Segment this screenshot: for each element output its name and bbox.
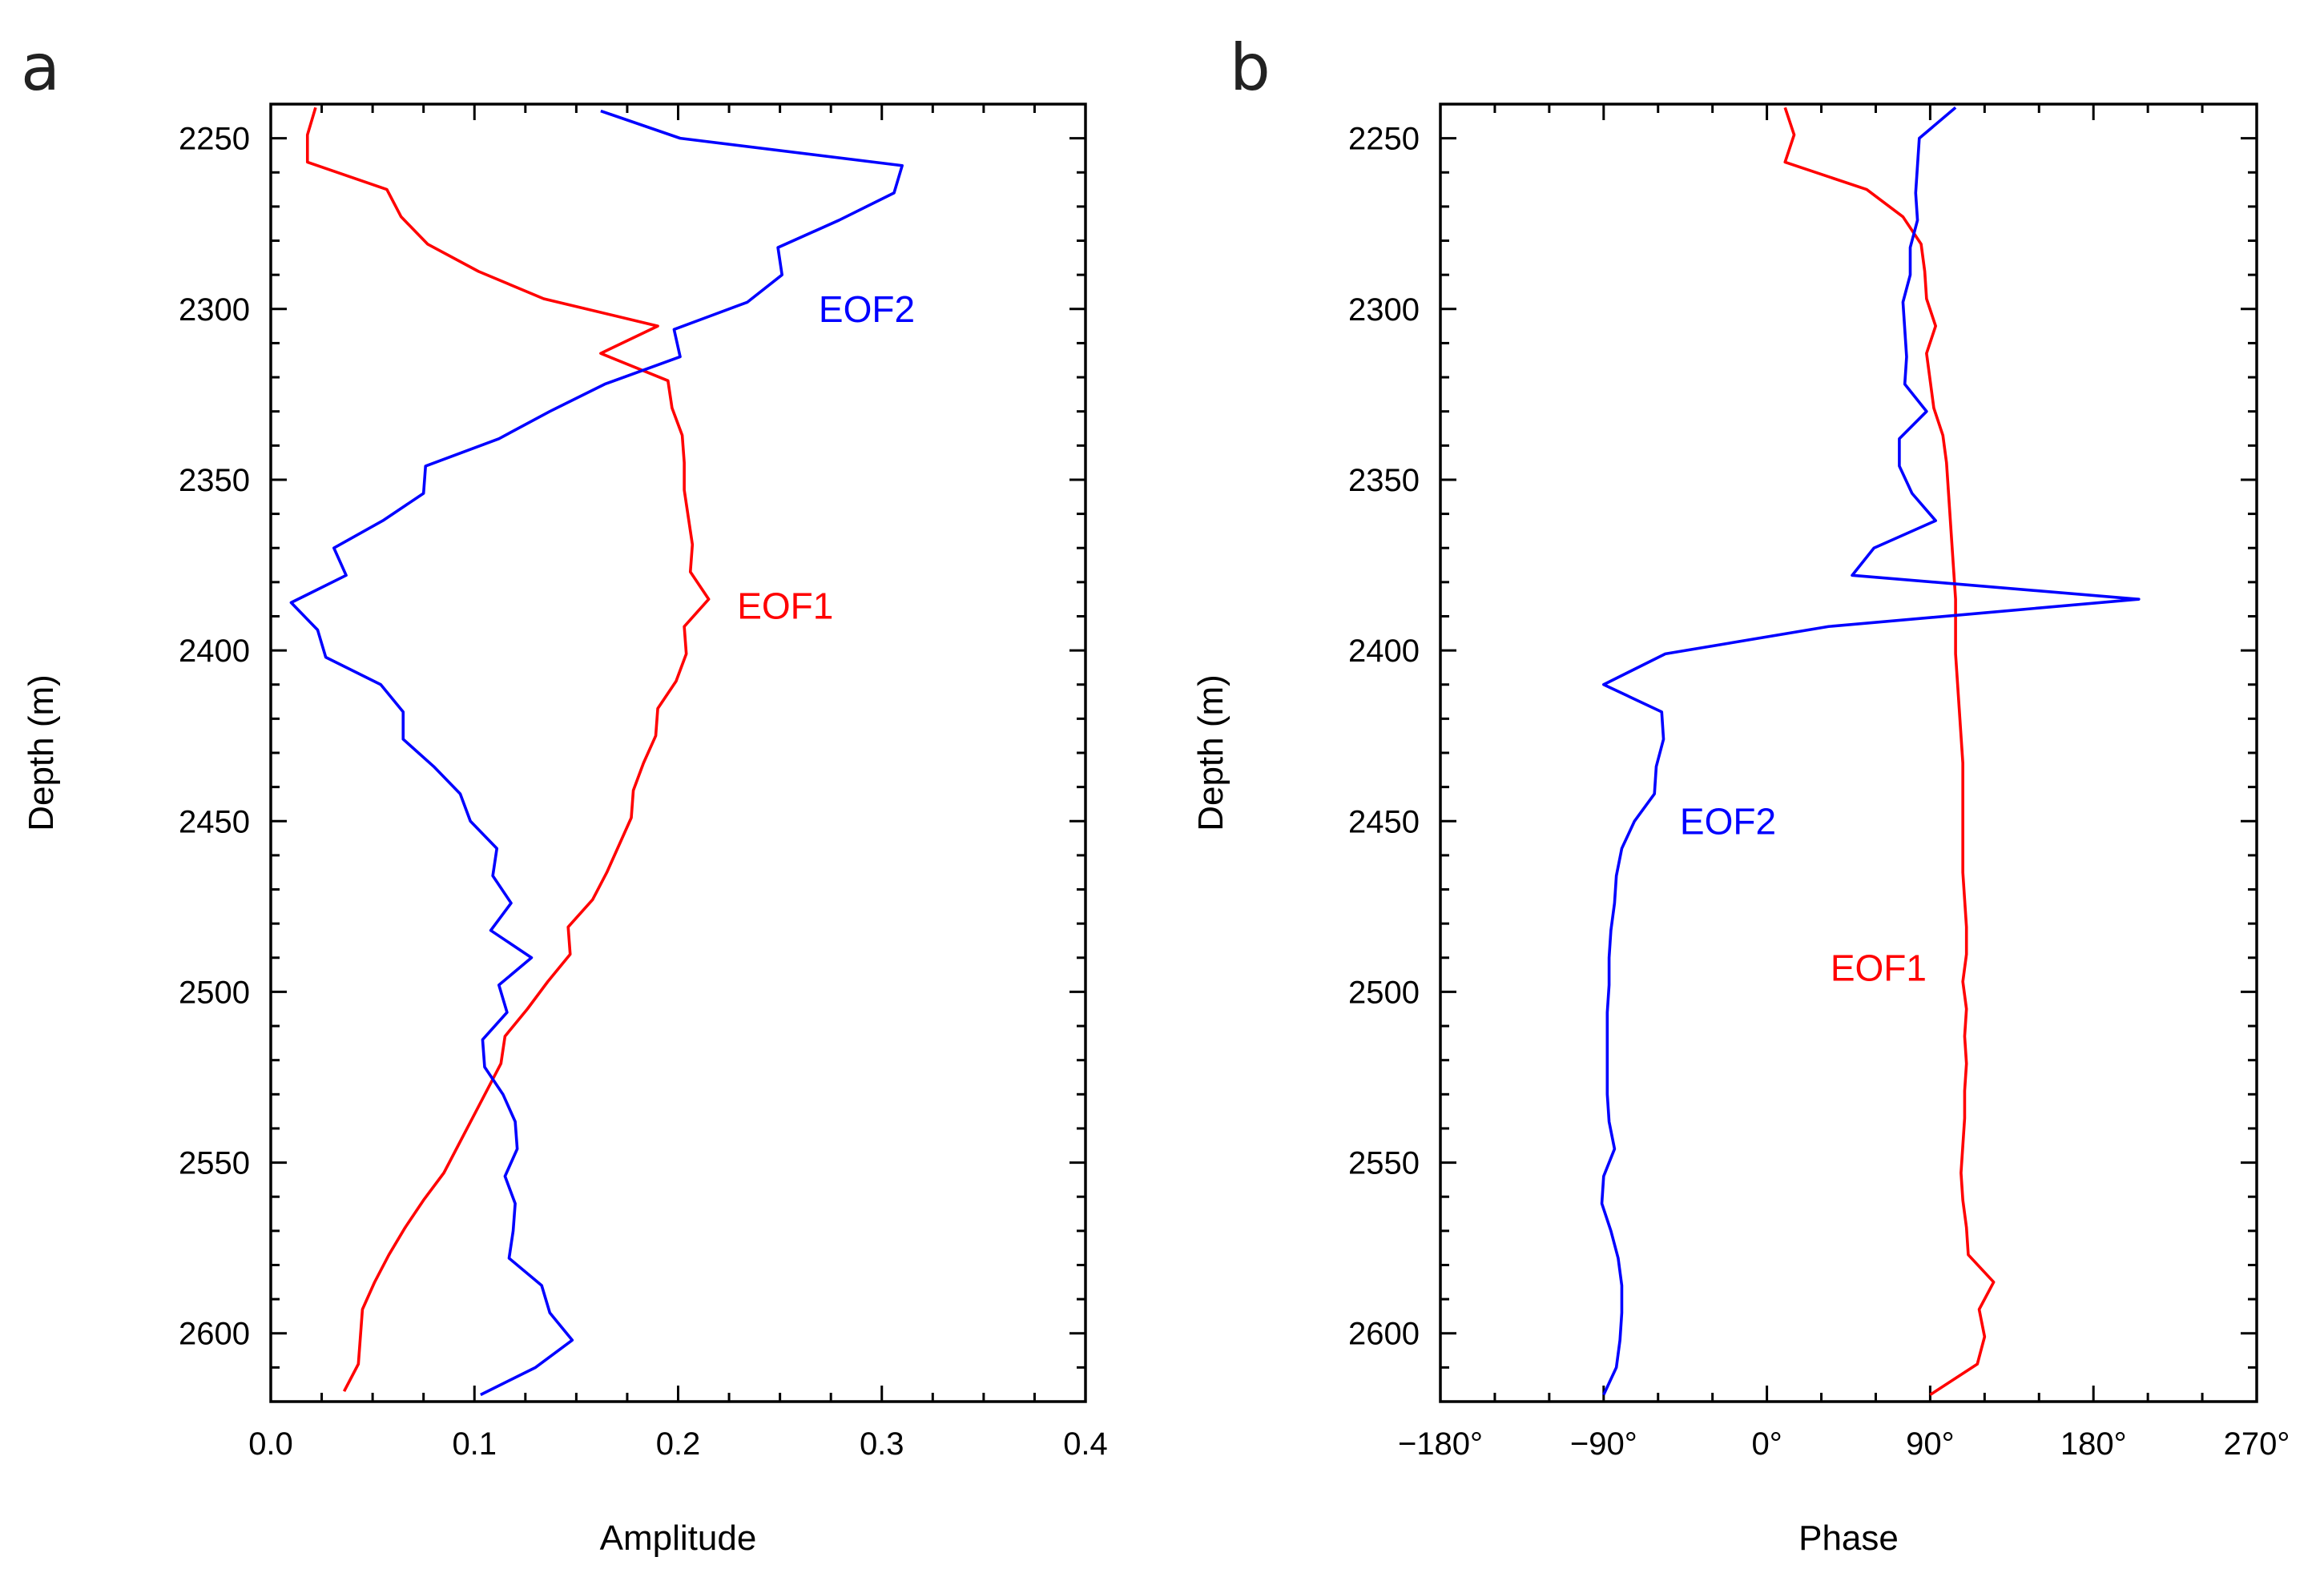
panel-a-amplitude-chart: a 0.0 0.1 0.2 0.3 0.4 2250 2300 2350 2400 2450 25… (21, 30, 1108, 1558)
panel-b-x-tick-label: 270° (2224, 1426, 2290, 1462)
panel-b-y-tick-label: 2350 (1348, 463, 1420, 498)
panel-b-x-tick-labels: −180° −90° 0° 90° 180° 270° (1398, 1426, 2290, 1462)
panel-b-series-lines (1600, 106, 2141, 1396)
panel-a-x-axis-title: Amplitude (600, 1519, 757, 1558)
panel-a-y-tick-label: 2300 (179, 292, 250, 328)
panel-b-series-eof2-label: EOF2 (1680, 800, 1776, 842)
panel-b-series-eof1-label: EOF1 (1831, 947, 1927, 989)
panel-a-series-eof1-label: EOF1 (737, 585, 833, 627)
panel-a-y-tick-labels: 2250 2300 2350 2400 2450 2500 2550 2600 (179, 122, 250, 1352)
panel-b-letter: b (1230, 30, 1271, 105)
panel-b-y-tick-label: 2450 (1348, 804, 1420, 839)
panel-b-x-tick-label: 90° (1906, 1426, 1955, 1462)
panel-b-y-tick-label: 2550 (1348, 1146, 1420, 1181)
panel-a-x-tick-label: 0.0 (248, 1426, 293, 1462)
panel-b-major-ticks (1439, 104, 2258, 1402)
panel-b-plot-frame (1439, 103, 2258, 1403)
panel-a-minor-ticks (271, 103, 1085, 1403)
panel-a-x-tick-label: 0.1 (452, 1426, 497, 1462)
panel-b-y-tick-label: 2300 (1348, 292, 1420, 328)
panel-b-phase-chart: b −180° −90° 0° 90° 180° 270° 2250 2300 2350 240… (1191, 30, 2290, 1558)
panel-a-x-tick-label: 0.4 (1063, 1426, 1108, 1462)
panel-a-series-lines (289, 107, 904, 1397)
panel-a-y-tick-label: 2600 (179, 1317, 250, 1352)
panel-b-y-tick-label: 2600 (1348, 1317, 1420, 1352)
panel-a-x-tick-labels: 0.0 0.1 0.2 0.3 0.4 (248, 1426, 1108, 1462)
panel-b-x-tick-label: 0° (1751, 1426, 1782, 1462)
panel-b-x-tick-label: −180° (1398, 1426, 1483, 1462)
panel-a-y-tick-label: 2550 (179, 1146, 250, 1181)
panel-a-y-tick-label: 2250 (179, 122, 250, 157)
panel-b-minor-ticks (1440, 103, 2257, 1403)
panel-b-series-eof1-line (1783, 107, 1996, 1396)
panel-b-y-tick-label: 2250 (1348, 122, 1420, 157)
panel-a-major-ticks (269, 104, 1087, 1402)
panel-a-series-eof1-line (305, 107, 711, 1393)
panel-a-plot-frame (269, 103, 1087, 1403)
panel-b-y-tick-label: 2500 (1348, 975, 1420, 1010)
panel-b-y-tick-label: 2400 (1348, 634, 1420, 669)
panel-b-series-eof2-line (1600, 106, 2141, 1396)
panel-a-series-eof2-line (289, 109, 904, 1397)
panel-b-x-tick-label: 180° (2060, 1426, 2127, 1462)
panel-a-y-tick-label: 2500 (179, 975, 250, 1010)
panel-a-letter: a (21, 30, 60, 105)
panel-a-series-labels: EOF1 EOF2 (737, 288, 915, 627)
panel-b-x-axis-title: Phase (1798, 1519, 1899, 1558)
panel-b-x-tick-label: −90° (1570, 1426, 1637, 1462)
panel-b-y-axis-title: Depth (m) (1191, 674, 1230, 831)
panel-a-y-tick-label: 2400 (179, 634, 250, 669)
panel-b-y-tick-labels: 2250 2300 2350 2400 2450 2500 2550 2600 (1348, 122, 1420, 1352)
panel-b-series-labels: EOF1 EOF2 (1680, 800, 1927, 988)
panel-a-x-tick-label: 0.3 (860, 1426, 904, 1462)
panel-a-x-tick-label: 0.2 (656, 1426, 701, 1462)
panel-a-y-tick-label: 2450 (179, 804, 250, 839)
panel-a-y-axis-title: Depth (m) (22, 674, 61, 831)
panel-a-series-eof2-label: EOF2 (819, 288, 915, 330)
panel-a-y-tick-label: 2350 (179, 463, 250, 498)
